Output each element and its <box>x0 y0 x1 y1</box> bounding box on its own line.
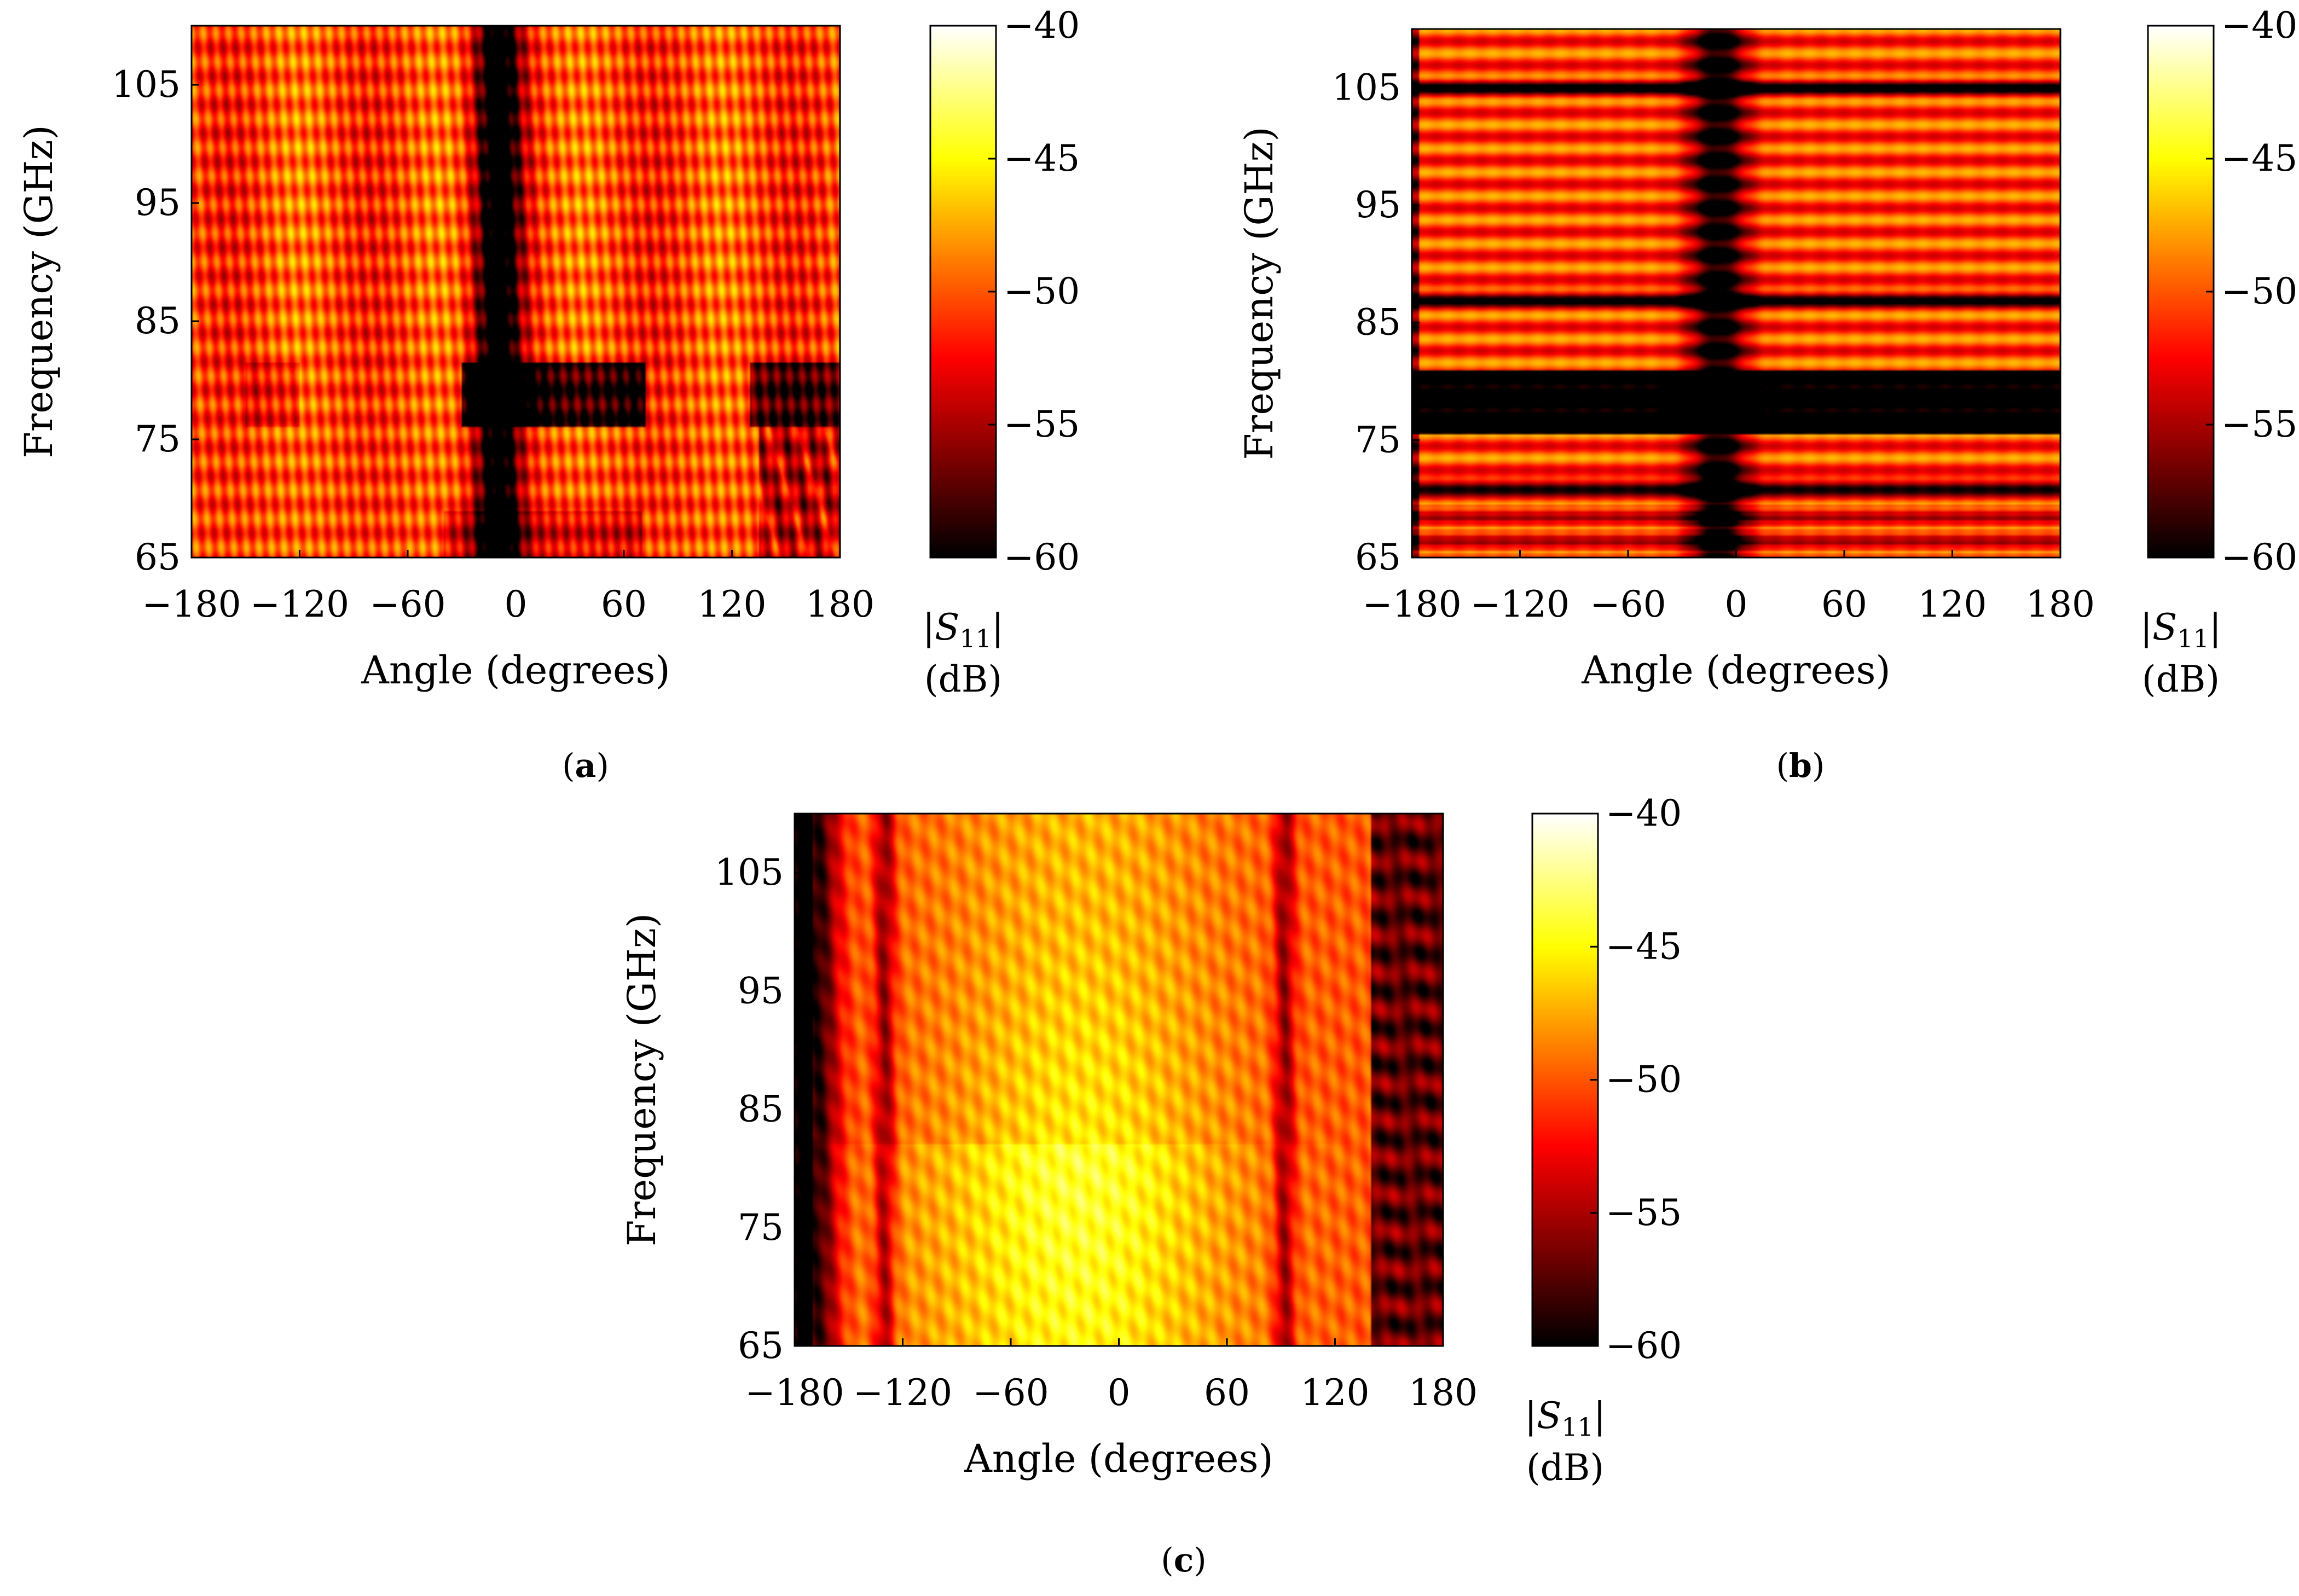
x-axis-label: Angle (degrees) <box>1581 648 1890 693</box>
colorbar-tick-label: −55 <box>1606 1192 1682 1234</box>
colorbar-tick-label: −50 <box>1004 270 1080 312</box>
panel-caption-letter: b <box>1789 747 1812 785</box>
y-tick-label: 95 <box>1355 184 1401 226</box>
colorbar-unit: (dB) <box>2142 658 2220 700</box>
x-tick-label: −180 <box>745 1372 844 1414</box>
colorbar-tick-label: −55 <box>1004 403 1080 445</box>
colorbar-tick-label: −45 <box>1004 137 1080 179</box>
x-tick-label: −60 <box>972 1372 1049 1414</box>
colorbar-tick-label: −60 <box>1004 536 1080 578</box>
x-tick-label: 60 <box>601 583 647 625</box>
panel-b: −180 −120 −60 0 60 120 180 65 75 85 95 105 Angle (de… <box>1237 4 2297 785</box>
x-tick-label: 120 <box>698 583 767 625</box>
y-tick-label: 85 <box>738 1088 784 1130</box>
x-tick-label: −60 <box>369 583 445 625</box>
colorbar-label-subscript: 11 <box>2177 624 2209 653</box>
y-tick-label: 85 <box>1355 301 1401 344</box>
colorbar-label-main: |S <box>923 606 959 648</box>
heatmap-image-c <box>795 814 1443 1346</box>
colorbar-label: |S11| <box>1525 1395 1606 1442</box>
y-tick-label: 105 <box>715 851 784 893</box>
colorbar-tick-label: −60 <box>1606 1325 1682 1367</box>
x-tick-label: −120 <box>853 1372 952 1414</box>
colorbar-label-end: | <box>2209 606 2221 648</box>
colorbar-tick-label: −50 <box>1606 1059 1682 1101</box>
x-tick-label: −60 <box>1590 583 1666 625</box>
colorbar-unit: (dB) <box>1526 1447 1604 1489</box>
colorbar-label-main: |S <box>2140 606 2177 648</box>
panel-caption: (b) <box>1776 747 1825 785</box>
colorbar-tick-label: −40 <box>2221 4 2297 47</box>
colorbar-unit: (dB) <box>924 658 1002 700</box>
y-tick-label: 65 <box>738 1325 784 1367</box>
colorbar-label-end: | <box>992 606 1004 648</box>
heatmap-image-a <box>192 26 840 558</box>
panel-caption-letter: c <box>1174 1541 1194 1580</box>
y-tick-label: 75 <box>135 418 181 460</box>
x-tick-label: 60 <box>1821 583 1867 625</box>
y-tick-label: 95 <box>738 970 784 1012</box>
colorbar-gradient <box>930 26 996 558</box>
colorbar-label-end: | <box>1594 1395 1606 1437</box>
x-tick-label: 120 <box>1918 583 1987 625</box>
y-tick-label: 95 <box>135 182 181 224</box>
y-axis-label: Frequency (GHz) <box>16 125 61 458</box>
colorbar-gradient <box>1532 814 1598 1346</box>
panel-caption-letter: a <box>575 747 597 785</box>
y-tick-label: 65 <box>135 536 181 578</box>
y-axis-label: Frequency (GHz) <box>1237 126 1282 460</box>
panel-c: −180 −120 −60 0 60 120 180 65 75 85 95 105 Angle (de… <box>619 792 1682 1580</box>
colorbar-tick-label: −50 <box>2221 270 2297 312</box>
colorbar-tick-label: −40 <box>1606 792 1682 834</box>
colorbar-gradient <box>2148 26 2214 558</box>
colorbar-label: |S11| <box>923 606 1004 653</box>
panel-a: −180 −120 −60 0 60 120 180 65 75 85 95 105 Angle (de… <box>16 4 1080 785</box>
colorbar-label-subscript: 11 <box>959 624 992 653</box>
x-axis-label: Angle (degrees) <box>964 1436 1273 1481</box>
x-tick-label: 60 <box>1204 1372 1250 1414</box>
x-tick-label: 180 <box>1409 1372 1478 1414</box>
colorbar-tick-label: −45 <box>2221 137 2297 179</box>
colorbar-label: |S11| <box>2140 606 2221 653</box>
colorbar-tick-label: −45 <box>1606 925 1682 967</box>
y-tick-label: 75 <box>1355 419 1401 461</box>
x-tick-label: −180 <box>142 583 241 625</box>
x-tick-label: −120 <box>1470 583 1570 625</box>
x-tick-label: 180 <box>2026 583 2095 625</box>
y-axis-label: Frequency (GHz) <box>619 913 664 1246</box>
panel-caption: (a) <box>562 747 609 785</box>
y-tick-label: 85 <box>135 300 181 342</box>
x-tick-label: −120 <box>250 583 349 625</box>
y-tick-label: 75 <box>738 1206 784 1249</box>
x-tick-label: 120 <box>1301 1372 1370 1414</box>
colorbar-tick-label: −40 <box>1004 4 1080 47</box>
colorbar-label-subscript: 11 <box>1561 1412 1594 1442</box>
y-tick-label: 105 <box>112 63 181 106</box>
x-tick-label: −180 <box>1362 583 1461 625</box>
x-tick-label: 0 <box>1725 583 1748 625</box>
heatmap-image-b <box>1412 29 2060 558</box>
x-tick-label: 0 <box>505 583 528 625</box>
panel-caption: (c) <box>1161 1541 1206 1580</box>
colorbar-tick-label: −55 <box>2221 403 2297 445</box>
x-tick-label: 180 <box>806 583 875 625</box>
y-tick-label: 105 <box>1332 66 1401 108</box>
colorbar-tick-label: −60 <box>2221 536 2297 578</box>
x-axis-label: Angle (degrees) <box>361 648 670 693</box>
colorbar-label-main: |S <box>1525 1395 1561 1437</box>
x-tick-label: 0 <box>1108 1372 1131 1414</box>
y-tick-label: 65 <box>1355 536 1401 578</box>
